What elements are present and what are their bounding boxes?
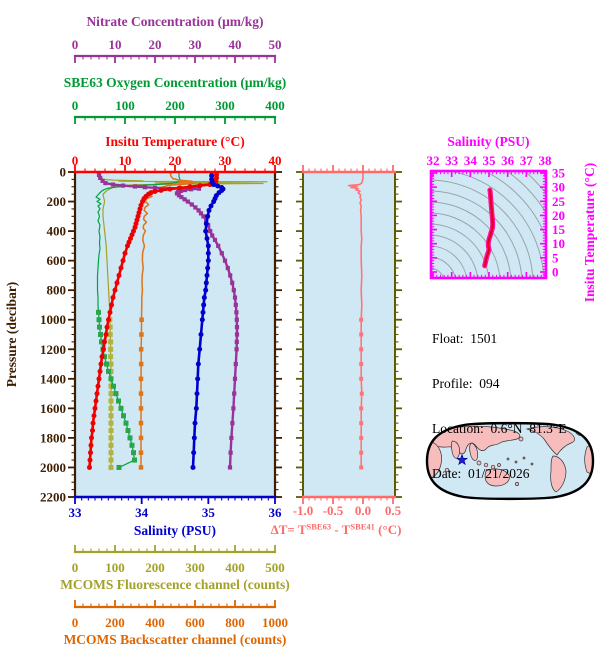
svg-text:0: 0	[72, 98, 79, 113]
svg-text:MCOMS Backscatter channel (cou: MCOMS Backscatter channel (counts)	[64, 632, 287, 647]
svg-text:10: 10	[119, 153, 132, 168]
svg-text:SBE63 Oxygen Concentration (μm: SBE63 Oxygen Concentration (μm/kg)	[64, 75, 287, 90]
axis-temperature: 0 10 20 30 40 Insitu Temperature (°C)	[72, 134, 282, 174]
svg-text:33: 33	[445, 153, 459, 168]
svg-text:-1.0: -1.0	[293, 503, 314, 518]
svg-text:400: 400	[225, 560, 245, 575]
svg-text:1800: 1800	[40, 430, 66, 445]
location-line: Location: 0.6°N 81.3°E	[432, 421, 567, 436]
main-plot-frame: 0 200 400 600 800 1000 1200 1400 1600 1800 2000 220…	[4, 165, 282, 505]
svg-text:35: 35	[202, 505, 216, 520]
svg-text:0: 0	[72, 153, 79, 168]
svg-text:1600: 1600	[40, 401, 66, 416]
svg-text:800: 800	[225, 615, 245, 630]
axis-salinity: 33 34 35 36 Salinity (PSU)	[69, 495, 283, 538]
svg-text:1200: 1200	[40, 342, 66, 357]
svg-text:400: 400	[145, 615, 165, 630]
svg-text:800: 800	[47, 283, 67, 298]
svg-text:36: 36	[501, 153, 515, 168]
svg-text:0: 0	[72, 560, 79, 575]
svg-text:2000: 2000	[40, 460, 66, 475]
svg-text:200: 200	[47, 194, 67, 209]
svg-text:25: 25	[552, 194, 566, 209]
svg-text:32: 32	[427, 153, 440, 168]
svg-text:300: 300	[215, 98, 235, 113]
svg-text:0: 0	[60, 165, 67, 180]
svg-text:600: 600	[47, 253, 67, 268]
float-info-block: Float: 1501 Profile: 094 Location: 0.6°N…	[432, 301, 567, 511]
svg-text:30: 30	[189, 37, 202, 52]
svg-text:Pressure (decibar): Pressure (decibar)	[4, 282, 19, 388]
svg-text:200: 200	[145, 560, 165, 575]
svg-text:34: 34	[464, 153, 478, 168]
svg-text:ΔT= TSBE63 - TSBE41 (°C): ΔT= TSBE63 - TSBE41 (°C)	[271, 522, 402, 538]
svg-text:5: 5	[552, 250, 559, 265]
svg-text:Nitrate Concentration (μm/kg): Nitrate Concentration (μm/kg)	[86, 14, 263, 29]
svg-text:0.0: 0.0	[355, 503, 371, 518]
svg-text:1000: 1000	[40, 312, 66, 327]
svg-text:40: 40	[229, 37, 242, 52]
svg-text:Insitu Temperature (°C): Insitu Temperature (°C)	[105, 134, 244, 149]
svg-text:34: 34	[135, 505, 149, 520]
profile-line: Profile: 094	[432, 376, 500, 391]
svg-text:200: 200	[105, 615, 125, 630]
world-map	[425, 421, 595, 501]
float-id-line: Float: 1501	[432, 331, 498, 346]
svg-text:35: 35	[483, 153, 497, 168]
series-backscatter	[138, 172, 196, 470]
main-plot-series	[87, 172, 268, 470]
svg-text:20: 20	[169, 153, 182, 168]
svg-text:36: 36	[269, 505, 283, 520]
series-temperature	[87, 172, 219, 470]
svg-text:400: 400	[265, 98, 285, 113]
svg-text:600: 600	[185, 615, 205, 630]
svg-text:20: 20	[149, 37, 162, 52]
delta-plot: -1.0 -0.5 0.0 0.5 ΔT= TSBE63 - TSBE41 (°C)	[271, 165, 402, 537]
svg-text:0: 0	[552, 265, 559, 280]
svg-text:15: 15	[552, 222, 566, 237]
axis-fluorescence: 0 100 200 300 400 500 MCOMS Fluorescence chann…	[60, 545, 290, 592]
svg-text:-0.5: -0.5	[323, 503, 344, 518]
svg-text:300: 300	[185, 560, 205, 575]
svg-text:Insitu Temperature (°C): Insitu Temperature (°C)	[582, 163, 597, 302]
plot-backgrounds	[75, 171, 546, 497]
svg-text:30: 30	[552, 180, 565, 195]
svg-text:20: 20	[552, 208, 565, 223]
axis-oxygen: 0 100 200 300 400 SBE63 Oxygen Concentration …	[64, 75, 287, 124]
svg-text:30: 30	[219, 153, 232, 168]
date-line: Date: 01/21/2026	[432, 466, 530, 481]
series-salinity	[190, 172, 226, 470]
svg-text:100: 100	[105, 560, 125, 575]
svg-text:0: 0	[72, 615, 79, 630]
svg-text:200: 200	[165, 98, 185, 113]
svg-text:400: 400	[47, 224, 67, 239]
axis-backscatter: 0 200 400 600 800 1000 MCOMS Backscatter chann…	[64, 600, 288, 647]
float-location-star	[455, 453, 469, 466]
svg-text:35: 35	[552, 166, 566, 181]
svg-text:40: 40	[269, 153, 282, 168]
svg-text:500: 500	[265, 560, 285, 575]
svg-text:2200: 2200	[40, 490, 66, 505]
svg-text:10: 10	[552, 236, 565, 251]
svg-text:0: 0	[72, 37, 79, 52]
svg-text:50: 50	[269, 37, 282, 52]
svg-text:0.5: 0.5	[385, 503, 402, 518]
svg-text:MCOMS Fluorescence channel (co: MCOMS Fluorescence channel (counts)	[60, 577, 290, 592]
series-delta-T	[347, 172, 364, 470]
svg-text:1400: 1400	[40, 371, 66, 386]
map-land-masses	[427, 425, 593, 493]
svg-text:1000: 1000	[262, 615, 288, 630]
svg-text:Salinity (PSU): Salinity (PSU)	[447, 134, 529, 149]
svg-text:10: 10	[109, 37, 122, 52]
axis-nitrate: 0 10 20 30 40 50 Nitrate Concentration (μm/kg)	[72, 14, 282, 63]
svg-text:33: 33	[69, 505, 83, 520]
svg-text:37: 37	[520, 153, 534, 168]
ts-curve	[482, 187, 496, 269]
svg-text:Salinity (PSU): Salinity (PSU)	[134, 523, 216, 538]
svg-text:38: 38	[539, 153, 553, 168]
svg-text:100: 100	[115, 98, 135, 113]
